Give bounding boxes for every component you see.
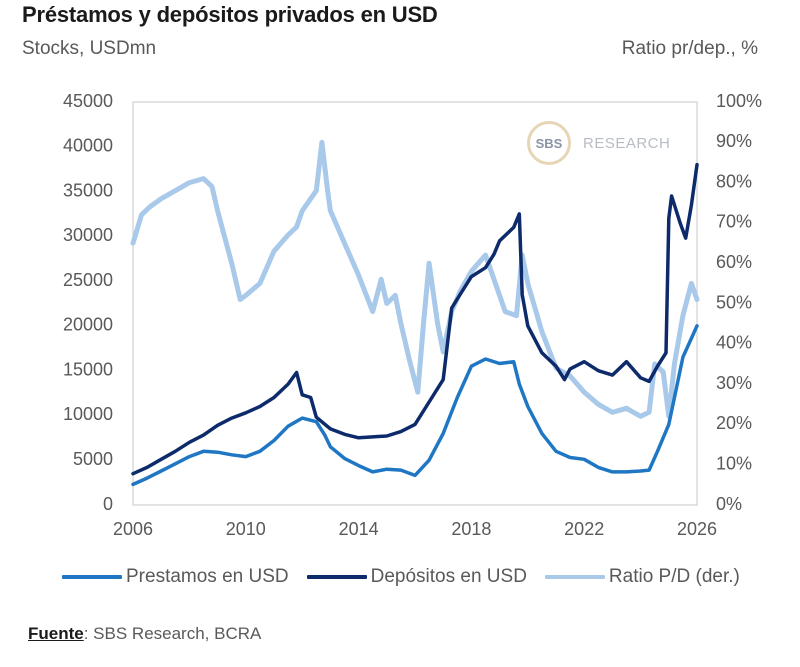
- x-tick-label: 2014: [339, 519, 379, 539]
- legend-swatch-depositos: [306, 575, 367, 579]
- y2-tick-label: 40%: [716, 333, 752, 353]
- x-tick-label: 2018: [451, 519, 491, 539]
- y-tick-label: 15000: [63, 359, 113, 379]
- sbs-research-watermark: SBS RESEARCH: [527, 121, 670, 165]
- watermark-text: RESEARCH: [583, 134, 671, 152]
- series-lines: [130, 139, 700, 487]
- y-tick-label: 35000: [63, 180, 113, 200]
- source-label: Fuente: [28, 624, 84, 643]
- x-tick-label: 2010: [226, 519, 266, 539]
- y-tick-label: 10000: [63, 404, 113, 424]
- y2-tick-label: 90%: [716, 131, 752, 151]
- legend-label-ratio: Ratio P/D (der.): [608, 566, 740, 587]
- series-line-dep-sitos-en-usd: [131, 162, 699, 476]
- right-axis-caption: Ratio pr/dep., %: [621, 38, 758, 59]
- left-axis-ticks: 0 5000 10000 15000 20000 25000 30000 35000 40000…: [63, 91, 113, 514]
- y2-tick-label: 10%: [716, 453, 752, 473]
- legend-label-depositos: Depósitos en USD: [370, 566, 527, 587]
- y-tick-label: 5000: [73, 449, 113, 469]
- x-axis-ticks: 2006 2010 2014 2018 2022 2026: [113, 519, 717, 539]
- y2-tick-label: 20%: [716, 413, 752, 433]
- source-note: Fuente: SBS Research, BCRA: [28, 624, 261, 644]
- legend-item-ratio: Ratio P/D (der.): [544, 566, 740, 588]
- legend-item-prestamos: Prestamos en USD: [62, 566, 289, 588]
- y2-tick-label: 0%: [716, 494, 742, 514]
- legend-swatch-ratio: [544, 575, 605, 579]
- series-line-ratio-p-d-der: [130, 139, 700, 419]
- legend-item-depositos: Depósitos en USD: [306, 566, 527, 588]
- series-line-prestamos-en-usd: [131, 324, 699, 487]
- legend-swatch-prestamos: [62, 575, 122, 579]
- y2-tick-label: 100%: [716, 91, 762, 111]
- x-tick-label: 2006: [113, 519, 153, 539]
- y2-tick-label: 50%: [716, 292, 752, 312]
- x-tick-label: 2022: [564, 519, 604, 539]
- left-axis-caption: Stocks, USDmn: [22, 38, 157, 59]
- sbs-logo-icon: SBS: [527, 121, 571, 165]
- legend-label-prestamos: Prestamos en USD: [126, 566, 289, 587]
- y2-tick-label: 70%: [716, 212, 752, 232]
- y-tick-label: 40000: [63, 136, 113, 156]
- y2-tick-label: 80%: [716, 171, 752, 191]
- chart-legend: Prestamos en USD Depósitos en USD Ratio …: [62, 566, 758, 588]
- x-tick-label: 2026: [677, 519, 717, 539]
- y-tick-label: 30000: [63, 225, 113, 245]
- y-tick-label: 45000: [63, 91, 113, 111]
- chart-title: Préstamos y depósitos privados en USD: [22, 2, 438, 27]
- y2-tick-label: 30%: [716, 373, 752, 393]
- source-text: : SBS Research, BCRA: [83, 624, 262, 643]
- right-axis-ticks: 0% 10% 20% 30% 40% 50% 60% 70% 80% 90% 100%: [716, 91, 762, 514]
- plot-area-border: [132, 101, 698, 506]
- y-tick-label: 0: [103, 494, 113, 514]
- y2-tick-label: 60%: [716, 252, 752, 272]
- y-tick-label: 20000: [63, 315, 113, 335]
- y-tick-label: 25000: [63, 270, 113, 290]
